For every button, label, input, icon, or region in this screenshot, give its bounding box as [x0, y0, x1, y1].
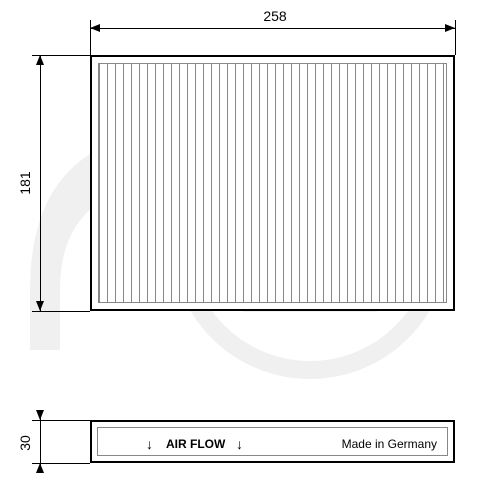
- dim-arrow-thick-t: [36, 410, 44, 420]
- dim-arrow-width-r: [445, 24, 455, 32]
- ext-line-left-bot: [32, 311, 90, 312]
- airflow-arrow-icon-2: ↓: [236, 437, 243, 451]
- dim-line-width: [90, 28, 455, 29]
- airflow-label: AIR FLOW: [166, 437, 225, 451]
- dim-line-height: [40, 55, 41, 311]
- airflow-arrow-icon: ↓: [146, 437, 153, 451]
- dim-arrow-height-b: [36, 301, 44, 311]
- dim-height-value: 181: [17, 158, 33, 208]
- dim-arrow-height-t: [36, 55, 44, 65]
- dim-arrow-thick-b: [36, 463, 44, 473]
- filter-side-view: ↓ AIR FLOW ↓ Made in Germany: [90, 420, 455, 463]
- technical-drawing: 258 181 30 ↓ AIR FLOW ↓ Made in Germany: [0, 0, 500, 500]
- dim-arrow-width-l: [90, 24, 100, 32]
- filter-front-view: [90, 55, 455, 311]
- filter-pleats: [98, 63, 447, 303]
- filter-side-inner: ↓ AIR FLOW ↓ Made in Germany: [97, 427, 448, 456]
- ext-line-top-right: [455, 20, 456, 55]
- made-in-label: Made in Germany: [342, 437, 437, 451]
- dim-thickness-value: 30: [17, 418, 33, 468]
- dim-width-value: 258: [250, 8, 300, 24]
